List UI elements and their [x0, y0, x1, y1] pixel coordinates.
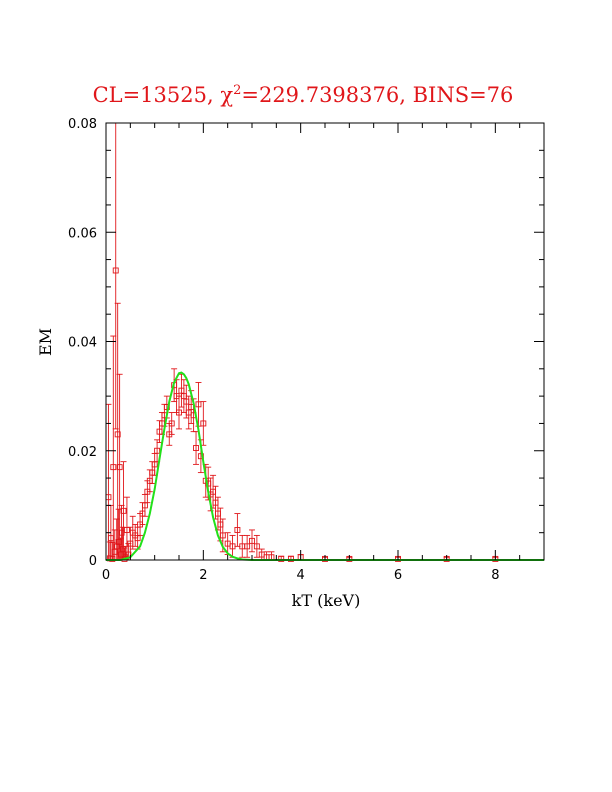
data-point	[120, 507, 127, 514]
y-tick-labels: 0 0.02 0.04 0.06 0.08	[68, 117, 97, 569]
y-axis-label: EM	[36, 328, 55, 356]
data-point	[119, 546, 126, 553]
data-point	[110, 464, 117, 471]
x-tick-label: 0	[102, 568, 110, 583]
data-point	[115, 539, 122, 545]
data-point	[166, 431, 173, 438]
data-point	[287, 555, 294, 562]
data-point	[200, 420, 207, 427]
model-curve	[106, 371, 544, 561]
data-point	[229, 543, 236, 550]
data-point	[116, 464, 123, 471]
data-point	[112, 267, 119, 274]
x-tick-label: 4	[297, 568, 305, 583]
data-point	[234, 527, 241, 533]
data-point	[195, 401, 202, 408]
data-point	[127, 540, 134, 547]
x-tick-label: 2	[199, 568, 207, 583]
data-point	[253, 543, 260, 550]
data-point	[219, 532, 226, 539]
plot-frame	[105, 122, 545, 561]
error-bars	[105, 123, 499, 561]
data-point	[244, 543, 251, 550]
y-tick-label: 0.02	[68, 445, 97, 460]
data-point	[193, 445, 199, 451]
data-point	[168, 420, 175, 427]
data-point	[183, 398, 190, 405]
data-point	[176, 409, 182, 416]
data-point	[114, 431, 121, 438]
x-tick-label: 8	[491, 568, 499, 583]
y-tick-label: 0	[89, 554, 97, 569]
data-point	[156, 428, 163, 435]
data-point	[154, 447, 161, 454]
data-point	[146, 477, 153, 484]
chart-title: CL=13525, χ2=229.7398376, BINS=76	[93, 83, 514, 107]
data-point	[137, 521, 144, 528]
data-point	[210, 488, 217, 495]
axis-ticks	[105, 122, 545, 561]
data-point	[144, 488, 151, 495]
data-point	[178, 387, 185, 394]
data-point	[212, 499, 219, 506]
data-point	[149, 469, 156, 476]
data-point	[180, 393, 187, 400]
data-point	[123, 527, 130, 533]
data-point	[139, 510, 146, 517]
data-point	[113, 543, 120, 550]
data-point	[134, 535, 141, 542]
data-point	[214, 510, 221, 517]
data-point	[111, 548, 118, 555]
x-tick-labels: 0 2 4 6 8	[102, 568, 500, 583]
data-point	[249, 537, 255, 544]
data-point	[107, 535, 114, 542]
data-point	[217, 521, 224, 528]
x-axis-label: kT (keV)	[292, 591, 361, 610]
y-tick-label: 0.06	[68, 226, 97, 241]
y-tick-label: 0.08	[68, 117, 97, 132]
y-tick-label: 0.04	[68, 336, 97, 351]
x-tick-label: 6	[394, 568, 402, 583]
data-point	[151, 461, 158, 468]
data-point	[109, 555, 116, 562]
data-point	[141, 502, 148, 509]
data-point	[278, 555, 285, 562]
data-point	[173, 393, 180, 400]
